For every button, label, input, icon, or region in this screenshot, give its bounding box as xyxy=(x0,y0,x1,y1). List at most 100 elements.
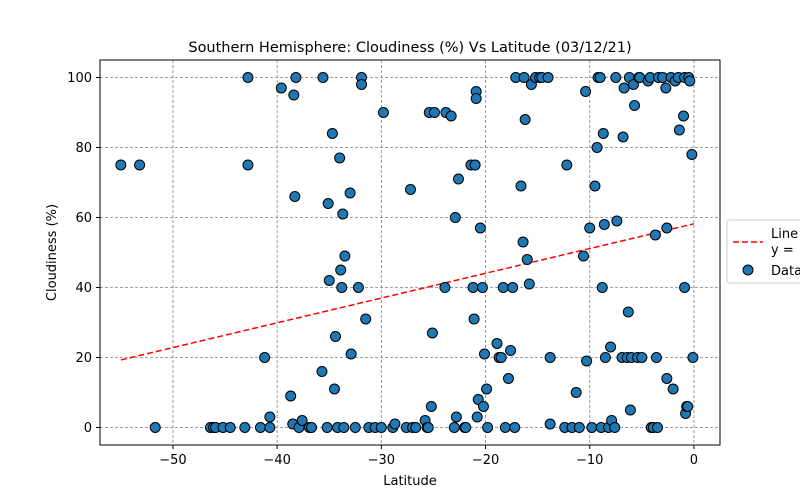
data-point xyxy=(360,313,372,325)
data-point xyxy=(476,282,488,293)
data-point xyxy=(544,352,556,363)
data-point xyxy=(322,198,334,209)
data-point xyxy=(673,124,685,136)
data-point xyxy=(334,152,346,164)
regression-line xyxy=(120,223,695,361)
data-point xyxy=(605,341,617,353)
data-point xyxy=(542,72,554,83)
plot-area-frame xyxy=(99,59,721,446)
data-point xyxy=(610,72,622,83)
data-point xyxy=(591,142,603,153)
data-point xyxy=(515,180,527,192)
y-tick-label: 0 xyxy=(84,421,92,436)
x-tick-label: −30 xyxy=(368,453,395,468)
data-point xyxy=(502,373,514,384)
data-point xyxy=(452,173,464,185)
data-point xyxy=(242,72,254,83)
data-point xyxy=(134,159,146,171)
data-point xyxy=(405,184,417,195)
data-point xyxy=(375,422,387,433)
data-point xyxy=(622,306,634,318)
data-point xyxy=(336,282,348,293)
data-point xyxy=(477,401,489,412)
data-point xyxy=(335,264,347,276)
data-point xyxy=(570,387,582,398)
data-point xyxy=(636,352,648,363)
data-point xyxy=(509,422,521,433)
data-point xyxy=(482,422,494,433)
data-point xyxy=(290,72,302,83)
data-point xyxy=(577,250,589,262)
data-point xyxy=(611,215,623,227)
data-point xyxy=(589,180,601,192)
data-point xyxy=(242,159,254,171)
data-point xyxy=(561,159,573,171)
data-point xyxy=(544,418,556,430)
data-point xyxy=(470,93,482,104)
data-point xyxy=(344,187,356,199)
data-point xyxy=(617,131,629,143)
y-tick-label: 40 xyxy=(75,281,92,296)
y-tick-label: 100 xyxy=(67,71,92,86)
data-point xyxy=(586,422,598,433)
x-tick-label: −10 xyxy=(576,453,603,468)
data-point xyxy=(507,282,519,293)
data-point xyxy=(115,159,127,171)
data-point xyxy=(317,72,329,83)
x-axis-ticks: −50 −40 −30 −20 −10 0 xyxy=(159,445,698,468)
data-point xyxy=(467,282,479,293)
data-point xyxy=(450,411,462,423)
data-point xyxy=(599,352,611,363)
x-tick-label: −40 xyxy=(263,453,290,468)
data-point xyxy=(471,411,483,423)
data-point xyxy=(445,110,457,122)
regression-layer xyxy=(120,223,695,361)
data-point xyxy=(573,422,585,433)
data-point xyxy=(661,373,673,384)
data-point xyxy=(254,422,266,433)
data-point xyxy=(285,390,297,402)
data-point xyxy=(479,348,491,360)
data-point xyxy=(678,110,690,122)
data-point xyxy=(329,331,341,342)
y-tick-label: 20 xyxy=(75,351,92,366)
data-point xyxy=(316,366,328,377)
data-point xyxy=(468,313,480,325)
data-point xyxy=(517,236,529,248)
data-point xyxy=(439,282,451,293)
legend: Line y = Data xyxy=(726,219,800,284)
data-point xyxy=(661,222,673,234)
data-point xyxy=(679,282,691,293)
y-tick-label: 80 xyxy=(75,141,92,156)
data-point xyxy=(649,229,661,241)
data-point xyxy=(326,128,338,139)
grid-lines xyxy=(100,60,720,445)
data-point xyxy=(518,72,530,83)
data-point xyxy=(356,79,368,90)
data-point xyxy=(597,128,609,139)
data-point xyxy=(428,107,440,118)
data-point xyxy=(682,401,694,412)
data-point xyxy=(289,191,301,202)
data-point xyxy=(377,107,389,118)
data-point xyxy=(521,254,533,265)
data-point xyxy=(264,422,276,433)
data-point xyxy=(686,149,698,160)
x-tick-label: 0 xyxy=(690,453,698,468)
y-tick-label: 60 xyxy=(75,211,92,226)
chart-title: Southern Hemisphere: Cloudiness (%) Vs L… xyxy=(188,40,631,56)
legend-data-label: Data xyxy=(771,264,800,279)
data-point xyxy=(323,275,335,286)
data-point xyxy=(288,89,300,101)
data-point xyxy=(660,82,672,94)
data-point xyxy=(684,75,696,87)
data-point xyxy=(422,422,434,433)
data-point xyxy=(624,404,636,416)
data-point xyxy=(687,352,699,363)
data-point xyxy=(449,212,461,223)
data-point xyxy=(337,208,349,220)
data-point xyxy=(499,422,511,433)
data-point xyxy=(581,355,593,367)
data-point xyxy=(349,422,361,433)
data-point xyxy=(345,348,357,360)
